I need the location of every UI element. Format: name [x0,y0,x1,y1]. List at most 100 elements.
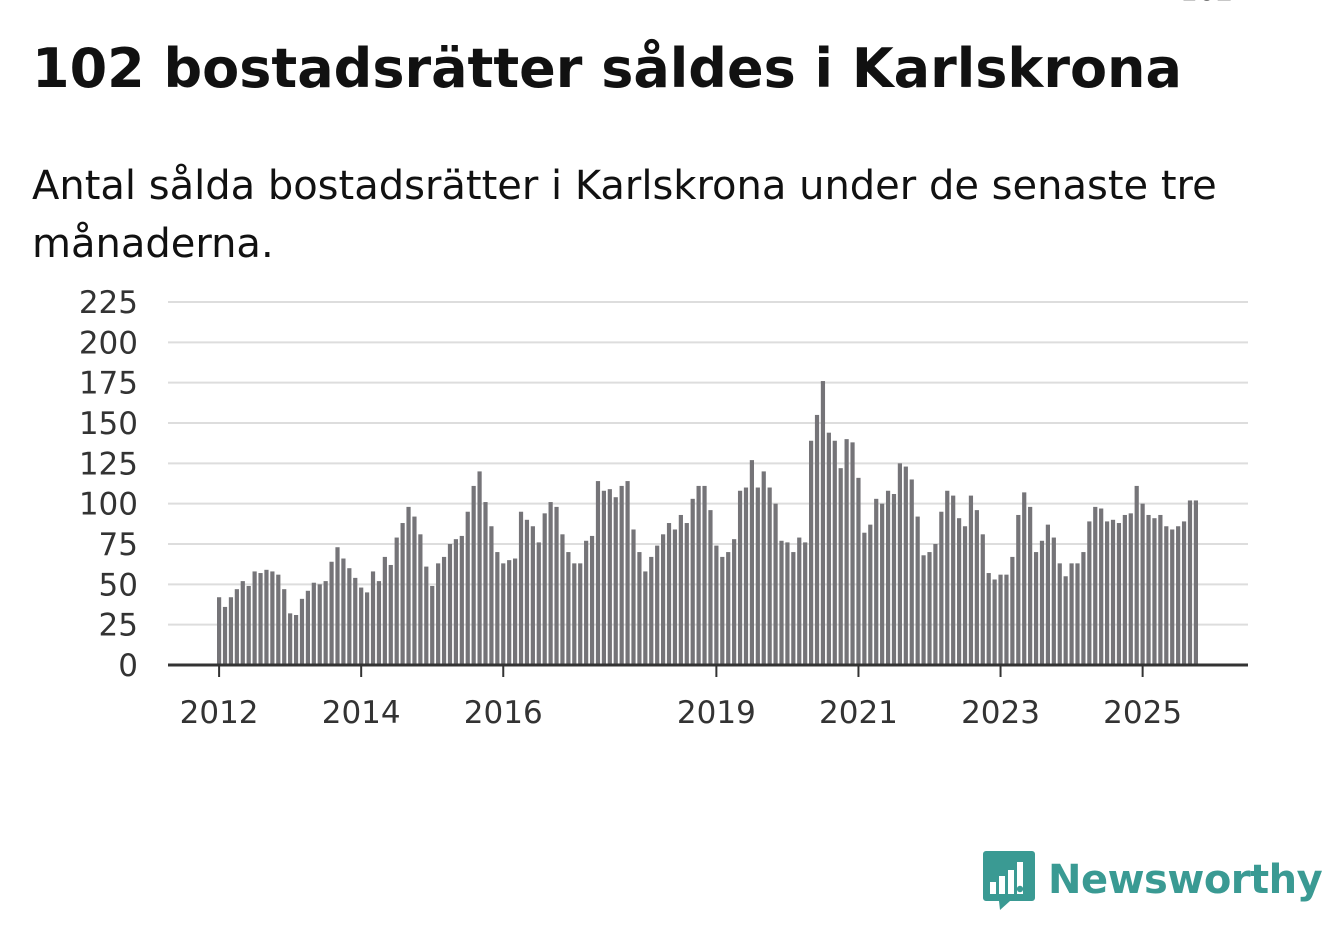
bar [530,526,535,665]
bar [761,471,766,665]
bar [809,440,814,665]
bar [862,532,867,665]
bar [980,534,985,665]
bar [246,585,251,665]
x-tick-label: 2023 [961,695,1040,731]
y-tick-label: 225 [79,285,138,321]
x-tick-label: 2016 [464,695,543,731]
bar [903,466,908,665]
y-tick-label: 25 [99,608,138,644]
bar [1087,521,1092,665]
bar [637,552,642,665]
bar [1004,574,1009,665]
bar [264,569,269,665]
highlight-data-label: 102 [1180,0,1233,7]
bar [560,534,565,665]
bar [885,490,891,665]
bar [536,542,541,665]
bar [619,485,624,665]
bar [1116,523,1122,665]
x-tick-label: 2021 [819,695,898,731]
bar [228,597,234,665]
bar [258,573,263,665]
bar [305,590,310,665]
bar [850,442,855,665]
bar [548,502,553,665]
bar [755,487,760,665]
bar [868,524,873,665]
bar [897,463,902,665]
bar [1022,492,1027,665]
y-tick-label: 50 [99,567,138,603]
bar [1152,518,1157,665]
bar [684,523,689,665]
bar [826,432,831,665]
bar [542,513,547,665]
newsworthy-logo-text: Newsworthy [1048,857,1322,903]
bar [566,552,571,665]
bar [436,563,441,665]
bar [578,563,583,665]
bar [909,479,914,665]
bar [1164,526,1169,665]
bar [365,592,370,665]
bar [1128,513,1133,665]
bar [708,510,713,665]
bar [785,542,790,665]
bar [311,582,316,665]
bar [962,526,968,665]
bar [347,568,352,665]
bar [1045,524,1050,665]
y-tick-label: 100 [79,487,138,523]
bar [666,523,672,665]
bar [951,495,956,665]
bar [1110,519,1116,665]
bar [1010,556,1015,665]
bar [317,584,322,665]
bar [625,481,630,665]
bar [696,485,701,665]
y-tick-label: 125 [79,446,138,482]
bar [1176,526,1181,665]
bar [891,493,897,665]
bar [921,555,926,665]
bar [832,440,837,665]
bar [217,597,222,665]
bar [1093,506,1098,665]
bar [743,487,749,665]
bar [720,556,725,665]
bar [513,558,518,665]
bar [335,547,340,665]
bar [584,540,589,665]
bar [856,477,861,665]
bar [933,544,938,665]
bar [1016,514,1021,665]
bar [1140,503,1145,665]
bar [471,485,476,665]
bar [939,511,944,665]
bar [968,495,974,665]
bar [353,577,358,665]
bar [418,534,423,665]
x-tick-label: 2012 [180,695,259,731]
bar [814,414,820,665]
bar [749,460,754,665]
bar [1181,521,1187,665]
bar [453,539,458,665]
bar [649,556,654,665]
x-tick-label: 2019 [677,695,756,731]
bar [998,574,1003,665]
bar [737,490,743,665]
bar [554,506,559,665]
bar [957,518,962,665]
bar [714,545,719,665]
bar [880,503,885,665]
bar [726,552,731,665]
bar [779,540,784,665]
y-tick-label: 200 [79,325,138,361]
bar [572,563,577,665]
newsworthy-logo-icon [983,851,1035,910]
bar [388,564,393,665]
bar [643,571,648,665]
bar [1122,514,1127,665]
